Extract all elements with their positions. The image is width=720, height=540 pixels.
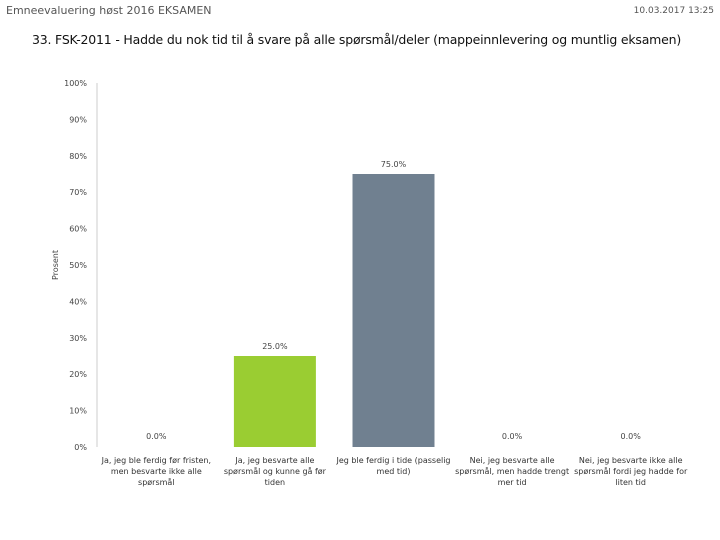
x-category-label: tiden	[265, 478, 285, 487]
y-tick-label: 100%	[64, 79, 87, 88]
chart-title: 33. FSK-2011 - Hadde du nok tid til å sv…	[32, 32, 682, 47]
x-category-label: spørsmål fordi jeg hadde for	[574, 466, 688, 476]
x-category-label: spørsmål og kunne gå før	[224, 466, 327, 476]
y-tick-label: 70%	[69, 188, 87, 197]
y-tick-label: 10%	[69, 407, 87, 416]
bar	[233, 356, 316, 447]
y-tick-label: 20%	[69, 370, 87, 379]
x-category-label: men besvarte ikke alle	[111, 467, 202, 476]
x-category-label: Jeg ble ferdig i tide (passelig	[335, 456, 450, 465]
x-category-label: Nei, jeg besvarte ikke alle	[579, 456, 683, 465]
x-category-label: Ja, jeg besvarte alle	[234, 456, 314, 465]
bar-value-label: 0.0%	[146, 432, 167, 441]
y-tick-label: 50%	[69, 261, 87, 270]
y-tick-label: 80%	[69, 152, 87, 161]
y-tick-label: 90%	[69, 115, 87, 124]
bar-value-label: 25.0%	[262, 342, 288, 351]
x-category-label: med tid)	[377, 467, 411, 476]
bar-value-label: 0.0%	[502, 432, 523, 441]
y-tick-label: 30%	[69, 334, 87, 343]
y-axis-label: Prosent	[51, 250, 60, 280]
x-category-label: spørsmål	[138, 477, 175, 487]
x-category-label: Nei, jeg besvarte alle	[470, 456, 555, 465]
report-header-title: Emneevaluering høst 2016 EKSAMEN	[6, 4, 212, 17]
x-category-label: mer tid	[498, 478, 527, 487]
bar	[352, 174, 435, 447]
y-tick-label: 0%	[74, 443, 87, 452]
y-tick-label: 40%	[69, 297, 87, 306]
bar-value-label: 0.0%	[621, 432, 642, 441]
x-category-label: liten tid	[615, 478, 646, 487]
x-category-label: spørsmål, men hadde trengt	[455, 466, 569, 476]
report-header-timestamp: 10.03.2017 13:25	[633, 6, 714, 16]
y-tick-label: 60%	[69, 225, 87, 234]
x-category-label: Ja, jeg ble ferdig før fristen,	[101, 456, 211, 465]
bar-value-label: 75.0%	[381, 160, 407, 169]
